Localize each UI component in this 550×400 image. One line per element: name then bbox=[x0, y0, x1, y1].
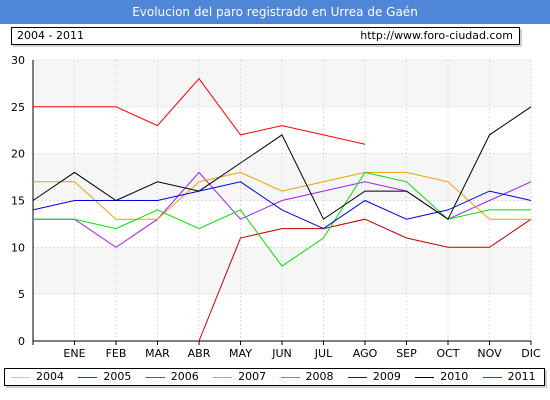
x-tick-label: JUL bbox=[314, 347, 333, 360]
y-tick-label: 0 bbox=[18, 335, 25, 348]
source-url-label: http://www.foro-ciudad.com bbox=[360, 29, 513, 42]
legend-item-2011: 2011 bbox=[482, 369, 536, 385]
legend-swatch bbox=[213, 376, 233, 378]
y-tick-label: 30 bbox=[11, 54, 25, 67]
legend-label: 2008 bbox=[305, 370, 334, 383]
y-tick-label: 5 bbox=[18, 288, 25, 301]
legend-label: 2004 bbox=[36, 370, 64, 383]
legend-swatch bbox=[482, 376, 502, 378]
year-range-label: 2004 - 2011 bbox=[17, 29, 84, 42]
legend-label: 2007 bbox=[238, 370, 267, 383]
x-tick-label: SEP bbox=[396, 347, 417, 360]
series-line-2007 bbox=[33, 171, 531, 220]
legend-item-2010: 2010 bbox=[415, 369, 468, 385]
series-line-2011 bbox=[33, 77, 366, 145]
x-tick-label: ENE bbox=[63, 347, 85, 360]
legend-label: 2011 bbox=[507, 370, 536, 383]
legend-item-2008: 2008 bbox=[280, 369, 334, 385]
series-line-2010 bbox=[32, 106, 532, 220]
legend-item-2007: 2007 bbox=[213, 369, 266, 385]
chart-subheader: 2004 - 2011 http://www.foro-ciudad.com bbox=[11, 27, 520, 45]
legend-swatch bbox=[11, 376, 30, 378]
y-tick-label: 10 bbox=[11, 241, 25, 254]
x-tick-label: FEB bbox=[106, 347, 127, 360]
legend-swatch bbox=[280, 376, 300, 378]
legend-item-2009: 2009 bbox=[347, 369, 401, 385]
x-tick-label: AGO bbox=[353, 347, 378, 360]
legend-item-2005: 2005 bbox=[78, 369, 131, 385]
legend-swatch bbox=[415, 376, 435, 378]
x-tick-label: MAR bbox=[145, 347, 170, 360]
chart-legend: 2004 2005 2006 2007 2008 2009 2010 2011 bbox=[4, 368, 545, 386]
x-tick-label: ABR bbox=[188, 347, 211, 360]
legend-label: 2009 bbox=[372, 370, 401, 383]
x-tick-label: DIC bbox=[521, 347, 541, 360]
legend-label: 2006 bbox=[170, 370, 199, 383]
y-tick-label: 15 bbox=[11, 195, 25, 208]
chart-title: Evolucion del paro registrado en Urrea d… bbox=[0, 0, 550, 24]
legend-swatch bbox=[78, 376, 98, 378]
legend-item-2006: 2006 bbox=[145, 369, 199, 385]
y-tick-label: 25 bbox=[11, 101, 25, 114]
legend-item-2004: 2004 bbox=[11, 369, 64, 385]
x-tick-label: JUN bbox=[271, 347, 292, 360]
legend-swatch bbox=[347, 376, 367, 378]
x-tick-label: NOV bbox=[477, 347, 502, 360]
legend-swatch bbox=[145, 376, 165, 378]
y-tick-label: 20 bbox=[11, 148, 25, 161]
x-tick-label: OCT bbox=[436, 347, 459, 360]
x-tick-label: MAY bbox=[229, 347, 252, 360]
series-line-2005 bbox=[198, 218, 532, 342]
legend-label: 2010 bbox=[440, 370, 469, 383]
legend-label: 2005 bbox=[103, 370, 132, 383]
